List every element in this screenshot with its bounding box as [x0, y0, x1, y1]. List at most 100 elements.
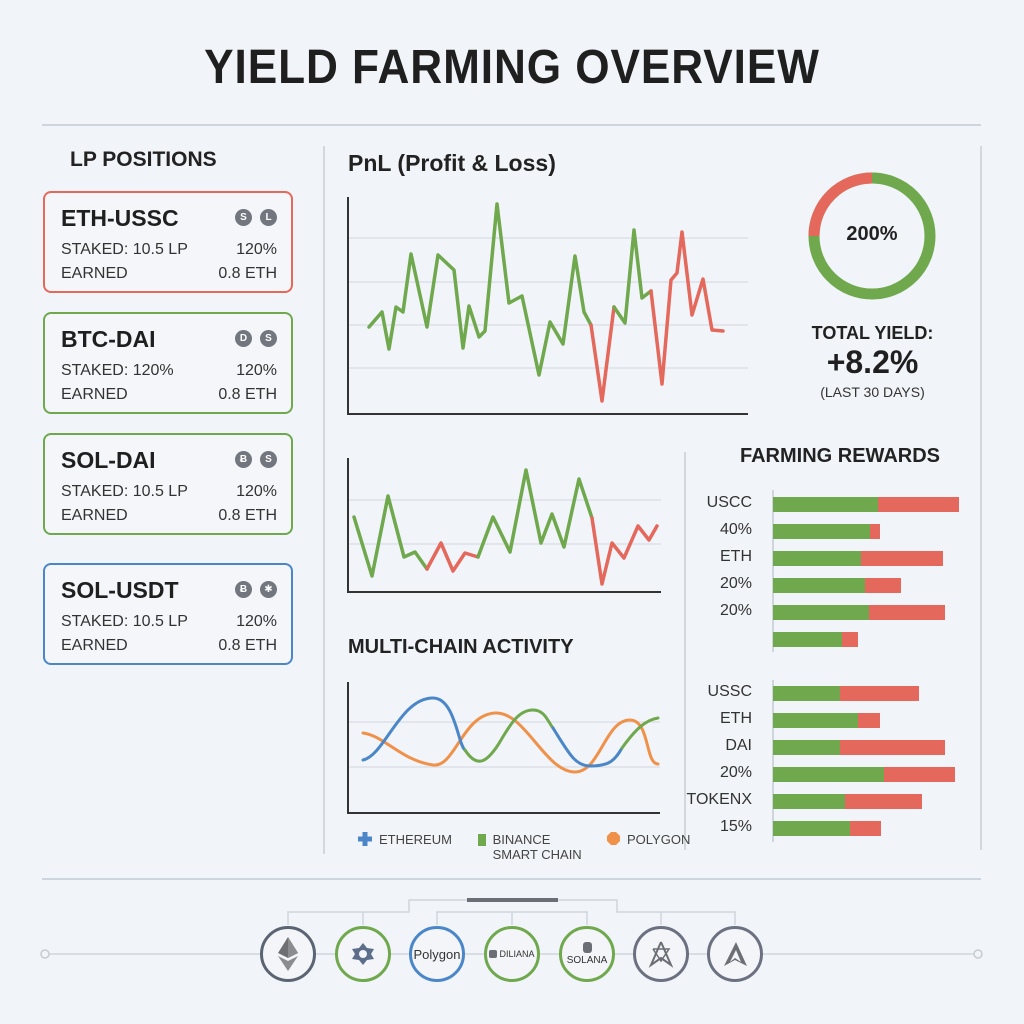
pnl-title: PnL (Profit & Loss) [348, 150, 556, 176]
reward-bar [773, 740, 945, 755]
reward-bar [773, 578, 901, 593]
footer-divider [42, 878, 981, 880]
reward-bar-red [870, 524, 880, 539]
apy-value: 120% [236, 241, 277, 258]
star-triangle-icon [648, 941, 674, 968]
token-icon-star: ✱ [260, 581, 277, 598]
reward-bar-red [865, 578, 901, 593]
chain-solana-button[interactable]: SOLANA [559, 926, 615, 982]
reward-bar [773, 821, 881, 836]
reward-bar-green [773, 821, 850, 836]
apy-value: 120% [236, 613, 277, 630]
token-icon-s: S [235, 209, 252, 226]
diliana-label: DILIANA [499, 949, 535, 959]
earned-label: EARNED [61, 386, 128, 403]
staked-label: STAKED: 10.5 LP [61, 241, 188, 258]
reward-bar [773, 767, 955, 782]
token-icon-s: S [260, 330, 277, 347]
reward-bar [773, 497, 959, 512]
reward-bar-green [773, 713, 858, 728]
earned-label: EARNED [61, 507, 128, 524]
reward-bar-green [773, 767, 884, 782]
lp-pair-name: SOL-USDT [61, 577, 179, 603]
chain-binance-button[interactable] [335, 926, 391, 982]
right-column-divider [980, 146, 982, 850]
reward-bar-green [773, 605, 869, 620]
total-yield-value: +8.2% [826, 344, 919, 380]
legend-ethereum: ETHEREUM [358, 832, 452, 847]
ring-center-value: 200% [846, 223, 898, 245]
lp-card-sol-dai[interactable]: SOL-DAI Ƀ S STAKED: 10.5 LP 120% EARNED 0.… [43, 433, 293, 535]
square-icon [478, 834, 486, 846]
lp-card-sol-usdt[interactable]: SOL-USDT Ƀ ✱ STAKED: 10.5 LP 120% EARNED 0… [43, 563, 293, 665]
earned-value: 0.8 ETH [218, 507, 277, 524]
token-icon-d: D [235, 330, 252, 347]
reward-bar-green [773, 740, 840, 755]
reward-label: 40% [719, 521, 752, 538]
reward-bar-green [773, 497, 878, 512]
reward-label: ETH [720, 710, 752, 727]
reward-bar [773, 551, 943, 566]
reward-label: 20% [719, 764, 752, 781]
reward-bar [773, 632, 858, 647]
staked-label: STAKED: 10.5 LP [61, 483, 188, 500]
reward-bar-green [773, 524, 870, 539]
legend-polygon: POLYGON [607, 832, 690, 847]
token-icon-b: Ƀ [235, 581, 252, 598]
lp-pair-name: ETH-USSC [61, 205, 179, 231]
chain-6-button[interactable] [633, 926, 689, 982]
polygon-label: Polygon [413, 946, 461, 962]
reward-bar-red [840, 740, 945, 755]
binance-icon [352, 943, 374, 965]
apy-value: 120% [236, 483, 277, 500]
reward-bar-green [773, 578, 865, 593]
token-icon-l: L [260, 209, 277, 226]
reward-label: USSC [707, 683, 752, 700]
earned-value: 0.8 ETH [218, 265, 277, 282]
reward-label: 15% [719, 818, 752, 835]
rewards-axis-2 [772, 680, 774, 842]
total-yield-period: (LAST 30 DAYS) [820, 384, 925, 400]
earned-value: 0.8 ETH [218, 637, 277, 654]
reward-bar [773, 794, 922, 809]
ethereum-icon [278, 937, 298, 971]
chain-diliana-button[interactable]: DILIANA [484, 926, 540, 982]
solana-label: SOLANA [566, 955, 608, 966]
lp-pair-name: SOL-DAI [61, 447, 156, 473]
left-column-divider [323, 146, 325, 854]
shield-icon [582, 942, 592, 953]
reward-bar [773, 686, 919, 701]
legend-binance: BINANCE SMART CHAIN [478, 832, 588, 862]
header-divider [42, 124, 981, 126]
reward-bar-red [861, 551, 943, 566]
lp-card-eth-ussc[interactable]: ETH-USSC S L STAKED: 10.5 LP 120% EARNED 0… [43, 191, 293, 293]
reward-bar [773, 713, 880, 728]
earned-value: 0.8 ETH [218, 386, 277, 403]
reward-label: ETH [720, 548, 752, 565]
chain-ethereum-button[interactable] [260, 926, 316, 982]
reward-bar-green [773, 794, 845, 809]
reward-bar-green [773, 686, 840, 701]
reward-label: 20% [719, 602, 752, 619]
triangle-logo-icon [724, 942, 747, 966]
hexagon-icon [489, 950, 498, 958]
farming-rewards-title: FARMING REWARDS [740, 445, 940, 467]
reward-bar-red [845, 794, 922, 809]
chain-polygon-button[interactable]: Polygon [409, 926, 465, 982]
reward-bar-red [840, 686, 919, 701]
multichain-title: MULTI-CHAIN ACTIVITY [348, 636, 574, 658]
lp-card-btc-dai[interactable]: BTC-DAI D S STAKED: 120% 120% EARNED 0.8 E… [43, 312, 293, 414]
reward-label: TOKENX [686, 791, 753, 808]
staked-label: STAKED: 10.5 LP [61, 613, 188, 630]
lp-pair-name: BTC-DAI [61, 326, 156, 352]
reward-bar-red [884, 767, 955, 782]
chain-7-button[interactable] [707, 926, 763, 982]
reward-bar-red [878, 497, 959, 512]
cross-icon [358, 832, 372, 846]
lp-positions-title: LP POSITIONS [70, 148, 217, 171]
reward-bar-red [858, 713, 880, 728]
earned-label: EARNED [61, 637, 128, 654]
reward-label: USCC [706, 494, 752, 511]
